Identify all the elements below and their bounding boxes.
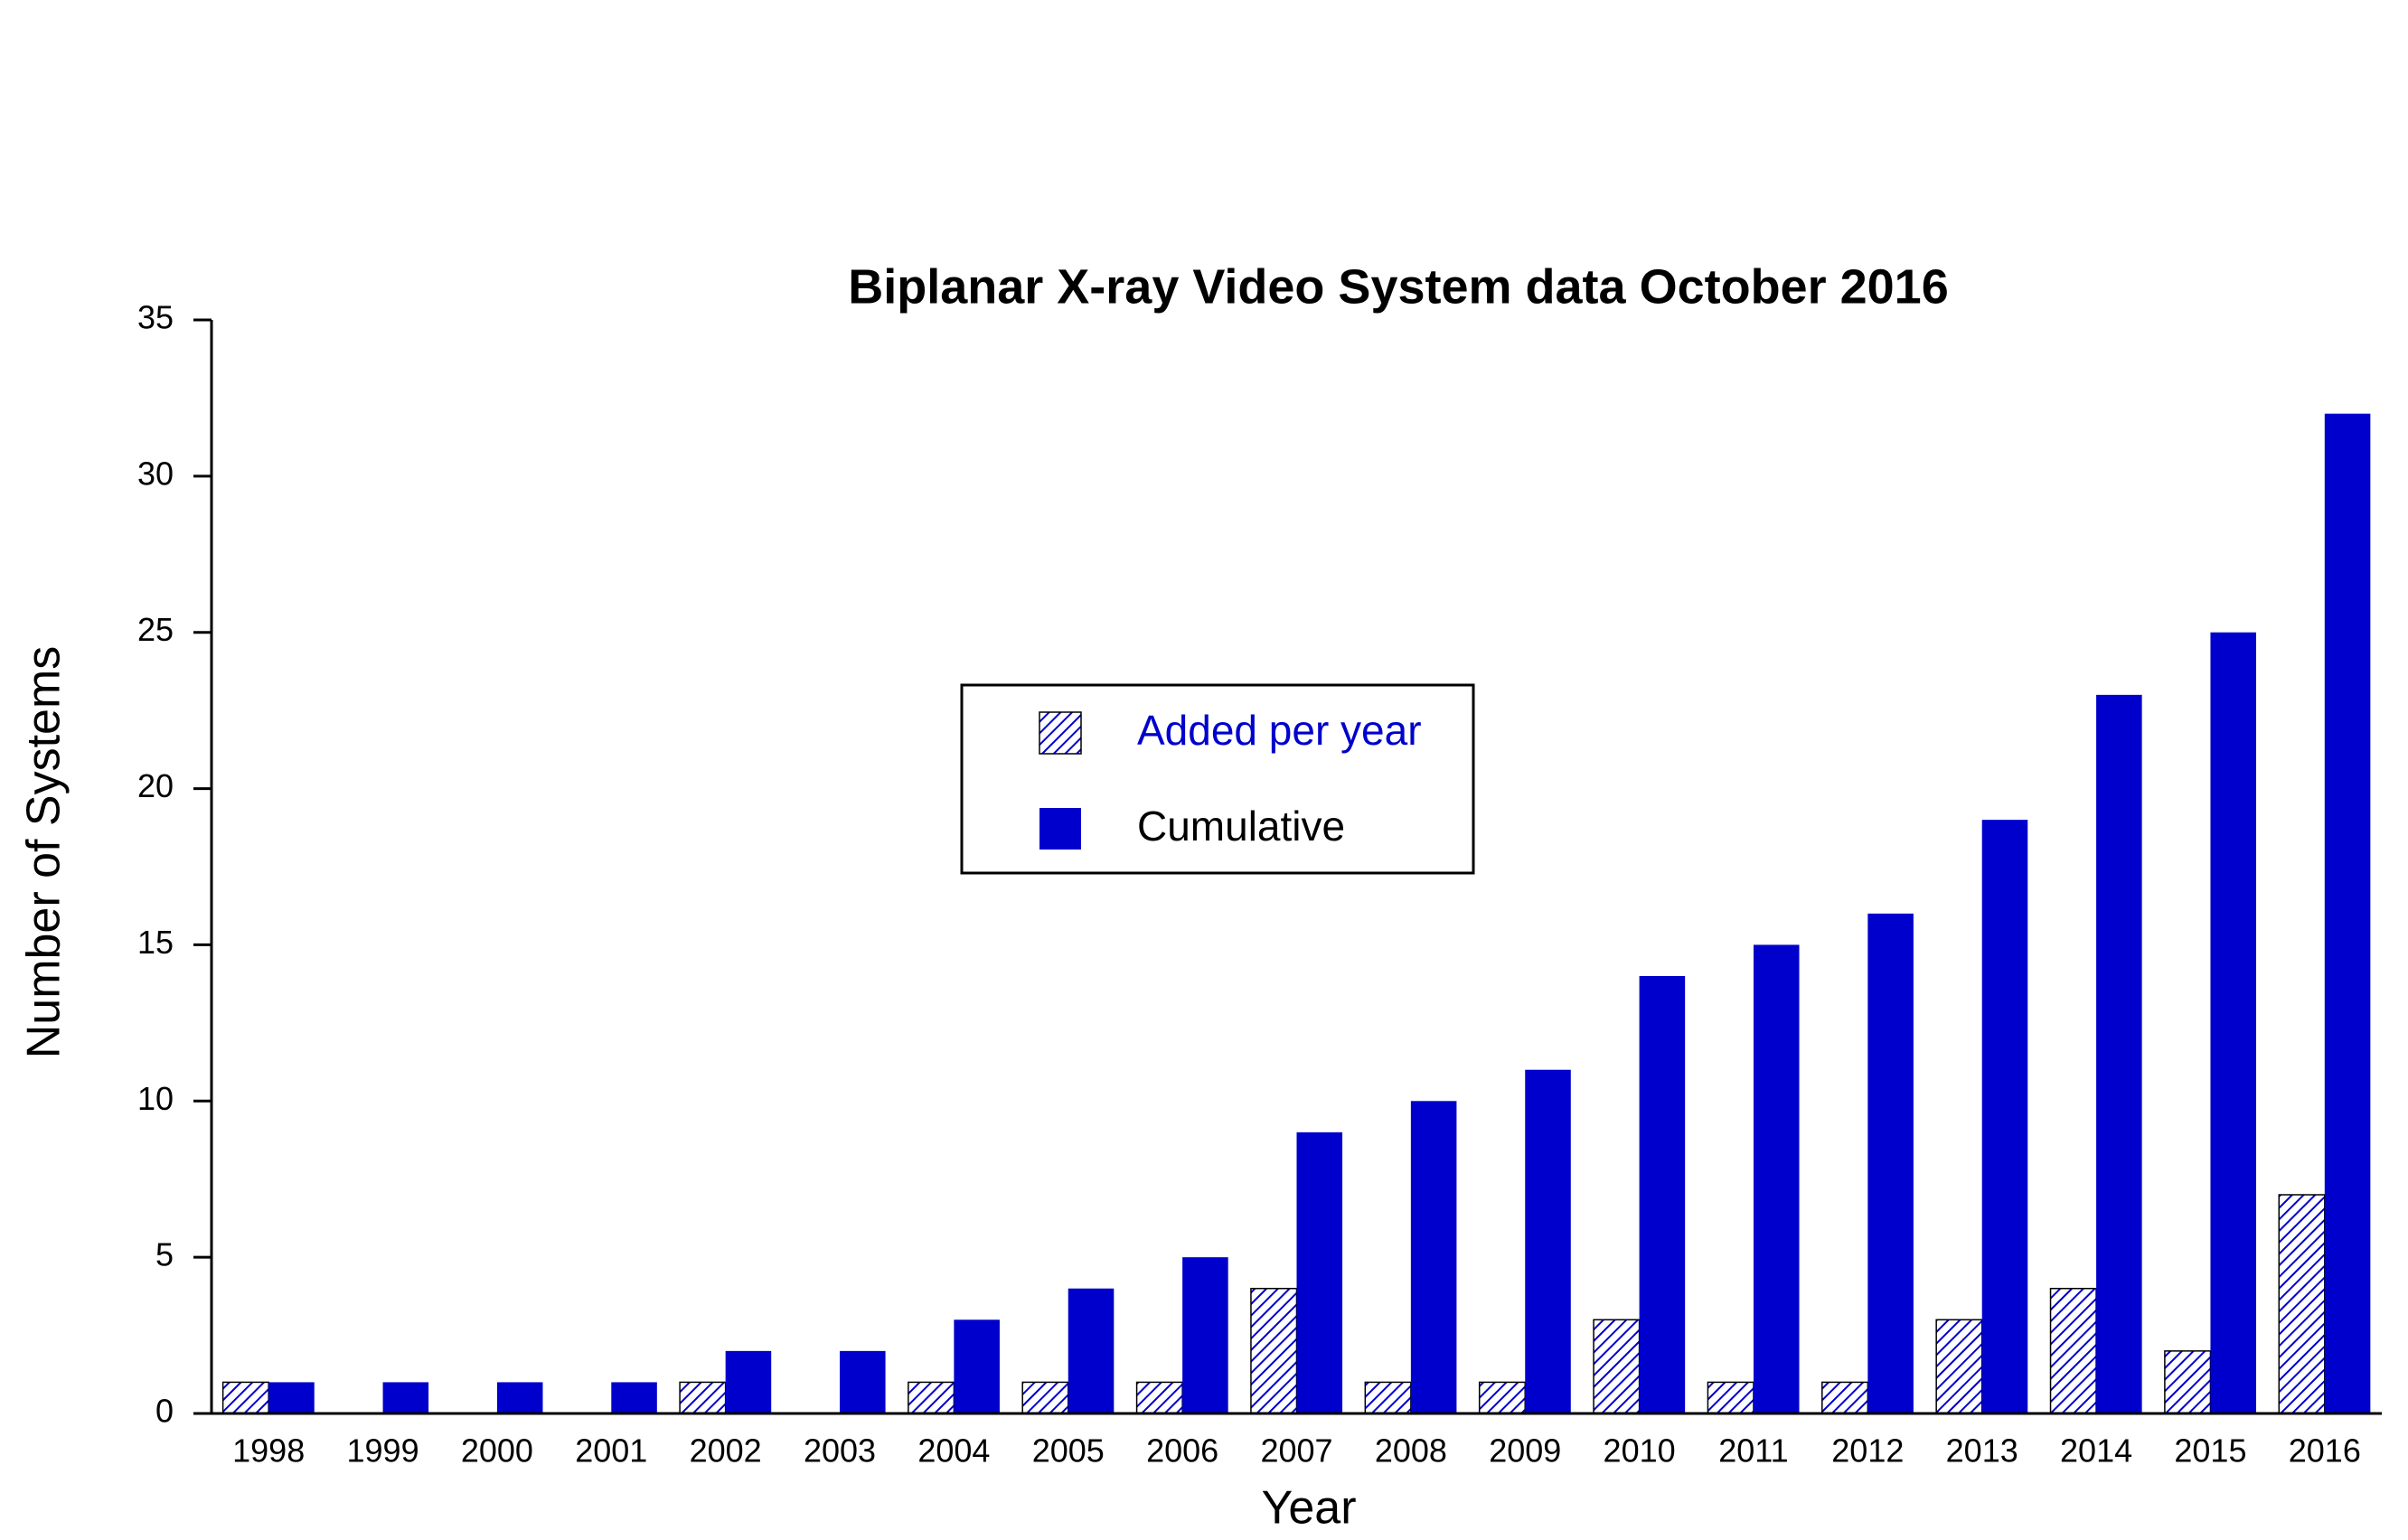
bar <box>1068 1288 1115 1413</box>
bar <box>1593 1319 1641 1414</box>
bar <box>496 1382 543 1413</box>
bar <box>908 1381 955 1414</box>
bar <box>1296 1132 1343 1413</box>
bar <box>2210 632 2256 1413</box>
bar <box>382 1382 429 1413</box>
y-axis-title: Number of Systems <box>18 646 71 1059</box>
y-tick-label: 25 <box>137 611 174 648</box>
bar <box>268 1382 315 1413</box>
y-tick-label: 10 <box>137 1080 174 1117</box>
bar <box>1639 976 1686 1413</box>
legend-label: Cumulative <box>1137 803 1345 850</box>
bar <box>725 1350 772 1413</box>
bar <box>2164 1350 2212 1414</box>
legend-swatch <box>1039 711 1082 755</box>
x-tick-label: 2004 <box>917 1432 990 1470</box>
bar <box>2278 1194 2326 1414</box>
y-tick-label: 5 <box>155 1236 174 1273</box>
x-tick-label: 2005 <box>1032 1432 1105 1470</box>
y-tick-label: 15 <box>137 924 174 961</box>
bar <box>679 1381 727 1414</box>
bar <box>1135 1381 1183 1414</box>
y-tick-label: 20 <box>137 767 174 804</box>
bar <box>954 1319 1000 1413</box>
x-tick-label: 2002 <box>690 1432 762 1470</box>
y-tick-label: 30 <box>137 455 174 492</box>
x-tick-label: 2003 <box>804 1432 876 1470</box>
bar <box>1753 944 1800 1413</box>
bar <box>1021 1381 1069 1414</box>
x-tick-label: 2015 <box>2174 1432 2246 1470</box>
y-tick-label: 35 <box>137 299 174 336</box>
chart-title: Biplanar X-ray Video System data October… <box>848 259 1949 314</box>
bar <box>1821 1381 1869 1414</box>
bar <box>1478 1381 1526 1414</box>
x-tick-label: 2014 <box>2060 1432 2132 1470</box>
bar <box>840 1350 886 1413</box>
x-tick-label: 1999 <box>347 1432 419 1470</box>
bar <box>1981 820 2028 1413</box>
x-tick-label: 2006 <box>1146 1432 1218 1470</box>
bar <box>2049 1287 2097 1414</box>
x-tick-label: 2008 <box>1375 1432 1447 1470</box>
bar <box>1250 1287 1298 1414</box>
bar <box>221 1381 269 1414</box>
bar <box>611 1382 657 1413</box>
legend-label: Added per year <box>1137 707 1422 754</box>
bar <box>1525 1069 1571 1413</box>
x-tick-label: 2007 <box>1260 1432 1332 1470</box>
bar <box>2096 694 2142 1413</box>
bar <box>1182 1257 1228 1413</box>
bar <box>2324 413 2371 1413</box>
bar <box>1867 913 1914 1413</box>
x-tick-label: 2000 <box>461 1432 533 1470</box>
x-tick-label: 2016 <box>2289 1432 2361 1470</box>
legend-swatch <box>1039 808 1081 850</box>
y-tick-label: 0 <box>155 1393 174 1430</box>
bar <box>1410 1101 1457 1413</box>
bar <box>1707 1381 1754 1414</box>
x-tick-label: 2011 <box>1718 1432 1788 1470</box>
x-tick-label: 2001 <box>575 1432 647 1470</box>
x-tick-label: 2010 <box>1604 1432 1676 1470</box>
x-axis-title: Year <box>1261 1482 1356 1535</box>
x-tick-label: 2009 <box>1489 1432 1561 1470</box>
bar <box>1364 1381 1412 1414</box>
x-tick-label: 2012 <box>1831 1432 1904 1470</box>
x-tick-label: 2013 <box>1946 1432 2018 1470</box>
x-tick-label: 1998 <box>232 1432 305 1470</box>
bar <box>1935 1319 1983 1414</box>
